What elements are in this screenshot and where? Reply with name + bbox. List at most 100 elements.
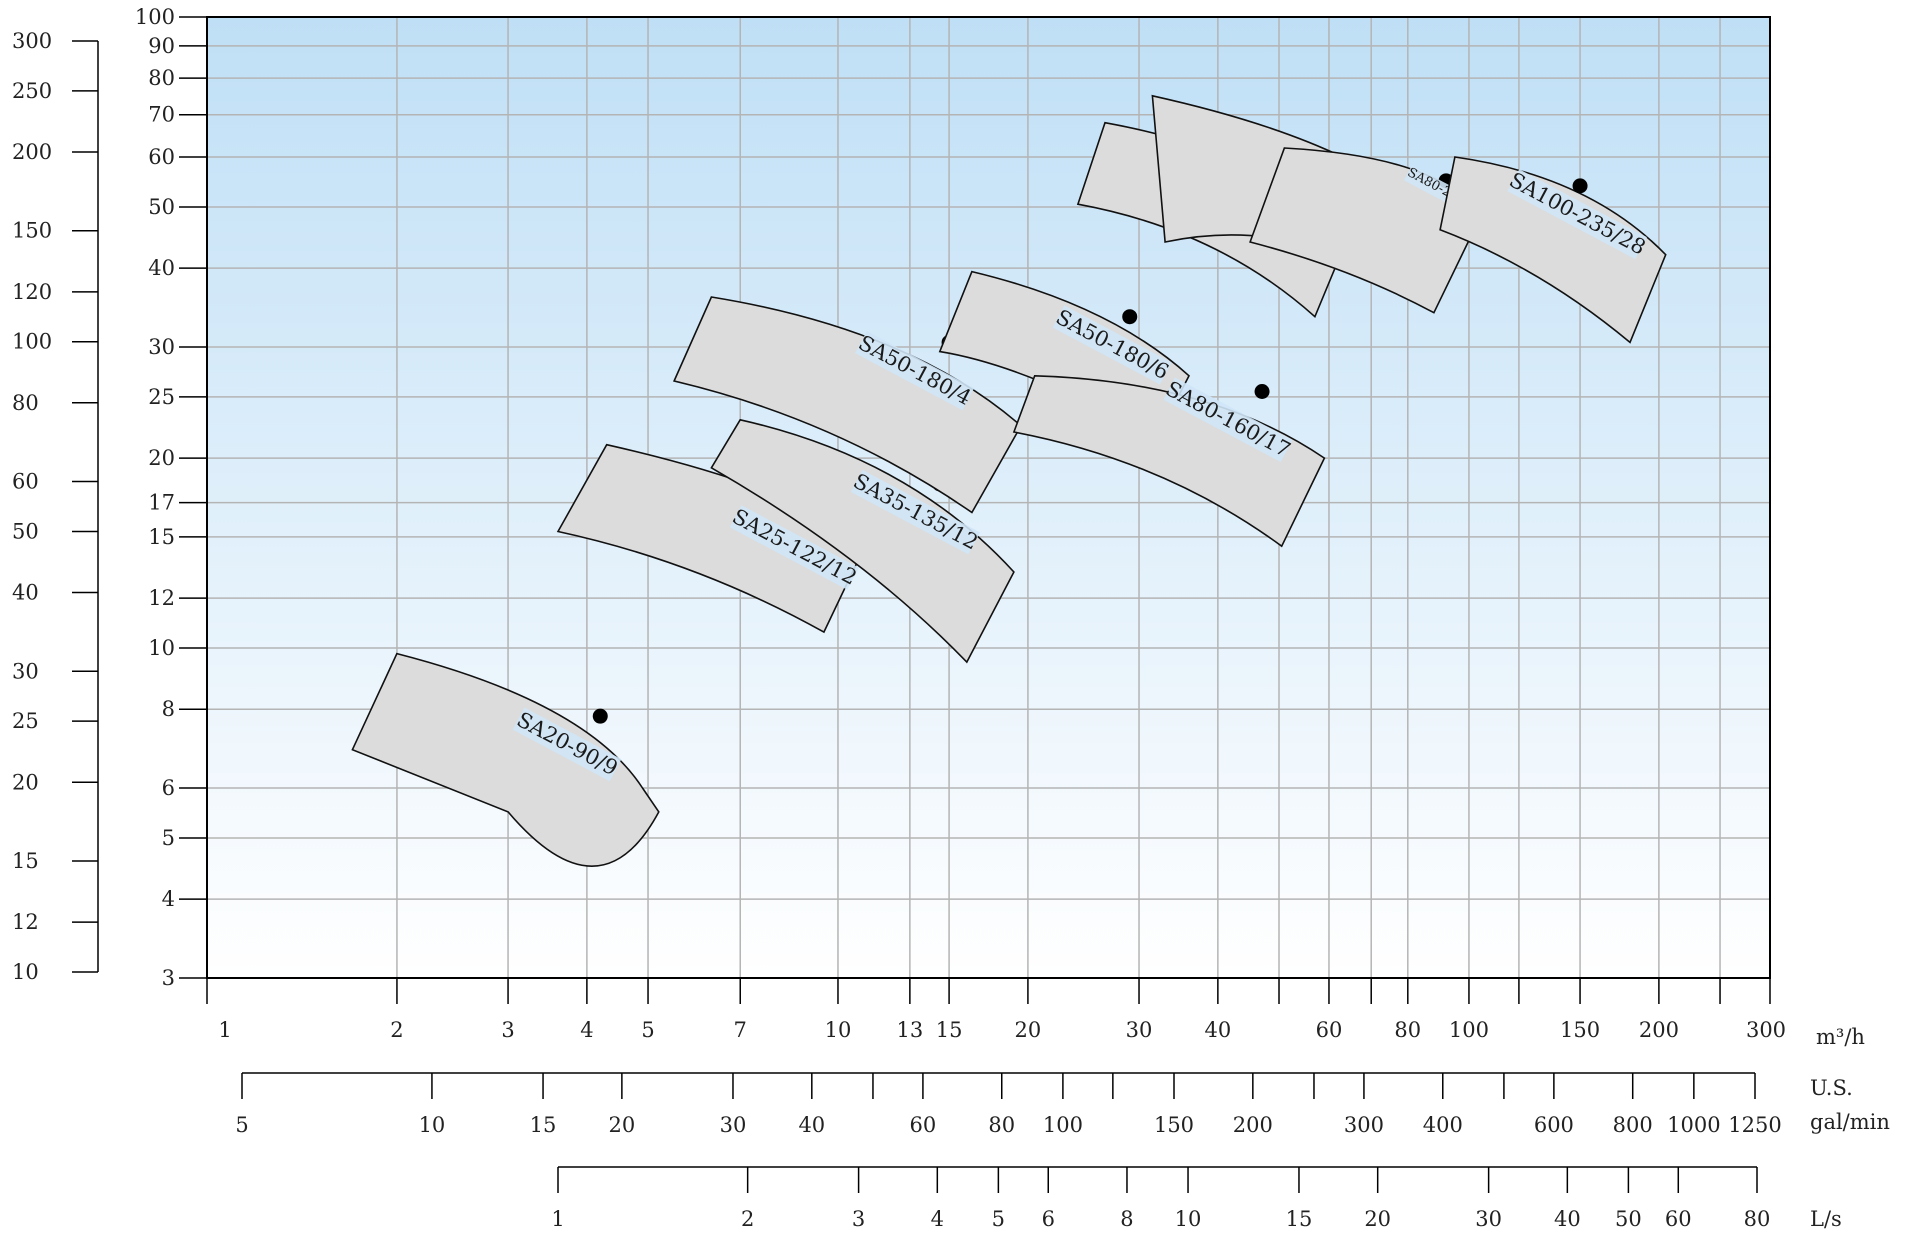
x-axis-ls-tick-label: 2: [741, 1207, 754, 1231]
x-axis-gpm-tick-label: 5: [235, 1113, 248, 1137]
x-axis-m3h-tick-label: 40: [1204, 1018, 1231, 1042]
y-axis-m-tick-label: 10: [148, 636, 175, 660]
y-axis-ft-tick-label: 300: [12, 29, 52, 53]
x-axis-gpm-tick-label: 15: [530, 1113, 557, 1137]
x-axis-ls-tick-label: 10: [1175, 1207, 1202, 1231]
x-axis-m3h-tick-label: 7: [734, 1018, 747, 1042]
x-axis-gpm-tick-label: 40: [798, 1113, 825, 1137]
x-axis-gpm-tick-label: 10: [419, 1113, 446, 1137]
y-axis-m-tick-label: 8: [162, 697, 175, 721]
x-axis-m3h-tick-label: 20: [1015, 1018, 1042, 1042]
x-axis-m3h-tick-label: 4: [580, 1018, 593, 1042]
x-axis-ls-tick-label: 20: [1364, 1207, 1391, 1231]
y-axis-ft-tick-label: 80: [12, 391, 39, 415]
y-axis-ft-tick-label: 25: [12, 709, 39, 733]
axes: 3456810121517202530405060708090100101215…: [12, 5, 1890, 1231]
series-label-bg: [512, 707, 622, 782]
bep-point: [1254, 383, 1270, 399]
y-axis-m-tick-label: 80: [148, 66, 175, 90]
y-axis-ft-tick-label: 40: [12, 581, 39, 605]
x-axis-m3h-tick-label: 3: [501, 1018, 514, 1042]
x-axis-gpm-unit-line1: U.S.: [1810, 1076, 1853, 1100]
x-axis-m3h-tick-label: 13: [897, 1018, 924, 1042]
bep-point: [1122, 309, 1138, 325]
y-axis-m-tick-label: 40: [148, 256, 175, 280]
x-axis-m3h-unit: m³/h: [1816, 1025, 1865, 1049]
x-axis-m3h-tick-label: 10: [825, 1018, 852, 1042]
x-axis-gpm-tick-label: 200: [1233, 1113, 1273, 1137]
y-axis-m-tick-label: 4: [162, 887, 175, 911]
x-axis-ls-tick-label: 1: [551, 1207, 564, 1231]
x-axis-gpm-tick-label: 1000: [1667, 1113, 1720, 1137]
x-axis-gpm-tick-label: 60: [910, 1113, 937, 1137]
x-axis-m3h-tick-label: 100: [1449, 1018, 1489, 1042]
x-axis-m3h-tick-label: 80: [1394, 1018, 1421, 1042]
y-axis-m-tick-label: 6: [162, 776, 175, 800]
x-axis-m3h-tick-label: 15: [936, 1018, 963, 1042]
x-axis-m3h-tick-label: 60: [1316, 1018, 1343, 1042]
x-axis-ls-tick-label: 80: [1744, 1207, 1771, 1231]
series-group: SA50-180/4: [672, 296, 1023, 514]
x-axis-gpm-tick-label: 100: [1043, 1113, 1083, 1137]
x-axis-m3h-tick-label: 2: [390, 1018, 403, 1042]
plot-frame: [206, 16, 1771, 979]
x-axis-m3h-tick-label: 300: [1746, 1018, 1786, 1042]
y-axis-m-tick-label: 60: [148, 145, 175, 169]
x-axis-gpm-tick-label: 80: [988, 1113, 1015, 1137]
x-axis-gpm-tick-label: 1250: [1728, 1113, 1781, 1137]
series-group: SA20-90/9: [351, 652, 660, 867]
x-axis-ls-tick-label: 6: [1042, 1207, 1055, 1231]
series-region: [351, 652, 660, 867]
plot-background: [207, 17, 1770, 978]
y-axis-ft-tick-label: 50: [12, 519, 39, 543]
x-axis-m3h-tick-label: 200: [1639, 1018, 1679, 1042]
x-axis-m3h-tick-label: 5: [641, 1018, 654, 1042]
y-axis-ft-tick-label: 100: [12, 330, 52, 354]
x-axis-ls-unit: L/s: [1810, 1207, 1842, 1231]
x-axis-m3h-tick-label: 30: [1126, 1018, 1153, 1042]
x-axis-ls-tick-label: 60: [1665, 1207, 1692, 1231]
x-axis-gpm-tick-label: 30: [720, 1113, 747, 1137]
series-label-bg: [850, 469, 981, 555]
y-axis-m-tick-label: 5: [162, 826, 175, 850]
y-axis-m-tick-label: 15: [148, 525, 175, 549]
series-region: [710, 418, 1015, 664]
x-axis-m3h-tick-label: 1: [218, 1018, 231, 1042]
x-axis-ls-tick-label: 15: [1286, 1207, 1313, 1231]
x-axis-gpm-tick-label: 20: [609, 1113, 636, 1137]
series-label-bg: [1163, 377, 1293, 463]
y-axis-ft-tick-label: 120: [12, 280, 52, 304]
x-axis-ls-tick-label: 4: [931, 1207, 944, 1231]
y-axis-ft-tick-label: 150: [12, 219, 52, 243]
x-axis-gpm-tick-label: 600: [1534, 1113, 1574, 1137]
x-axis-gpm-tick-label: 400: [1423, 1113, 1463, 1137]
y-axis-m-tick-label: 3: [162, 966, 175, 990]
x-axis-ls-tick-label: 3: [852, 1207, 865, 1231]
series-label-bg: [729, 505, 859, 590]
y-axis-m-tick-label: 20: [148, 446, 175, 470]
y-axis-ft-tick-label: 200: [12, 140, 52, 164]
x-axis-gpm-unit-line2: gal/min: [1810, 1110, 1890, 1134]
bep-point: [592, 708, 608, 724]
x-axis-ls-tick-label: 30: [1475, 1207, 1502, 1231]
y-axis-ft-tick-label: 12: [12, 910, 39, 934]
y-axis-ft-tick-label: 20: [12, 770, 39, 794]
y-axis-ft-tick-label: 60: [12, 470, 39, 494]
y-axis-m-tick-label: 100: [135, 5, 175, 29]
x-axis-ls-tick-label: 5: [992, 1207, 1005, 1231]
y-axis-m-tick-label: 70: [148, 103, 175, 127]
y-axis-ft-tick-label: 15: [12, 849, 39, 873]
x-axis-ls-tick-label: 50: [1615, 1207, 1642, 1231]
y-axis-m-tick-label: 90: [148, 34, 175, 58]
bep-point: [1572, 178, 1588, 194]
y-axis-m-tick-label: 12: [148, 586, 175, 610]
x-axis-gpm-tick-label: 800: [1613, 1113, 1653, 1137]
series-label-bg: [1052, 305, 1172, 385]
y-axis-m-tick-label: 50: [148, 195, 175, 219]
series-group: SA100-235/28: [1439, 156, 1667, 344]
x-axis-gpm-tick-label: 300: [1344, 1113, 1384, 1137]
y-axis-ft-tick-label: 250: [12, 79, 52, 103]
series-label-bg: [1507, 169, 1647, 260]
x-axis-m3h-tick-label: 150: [1560, 1018, 1600, 1042]
